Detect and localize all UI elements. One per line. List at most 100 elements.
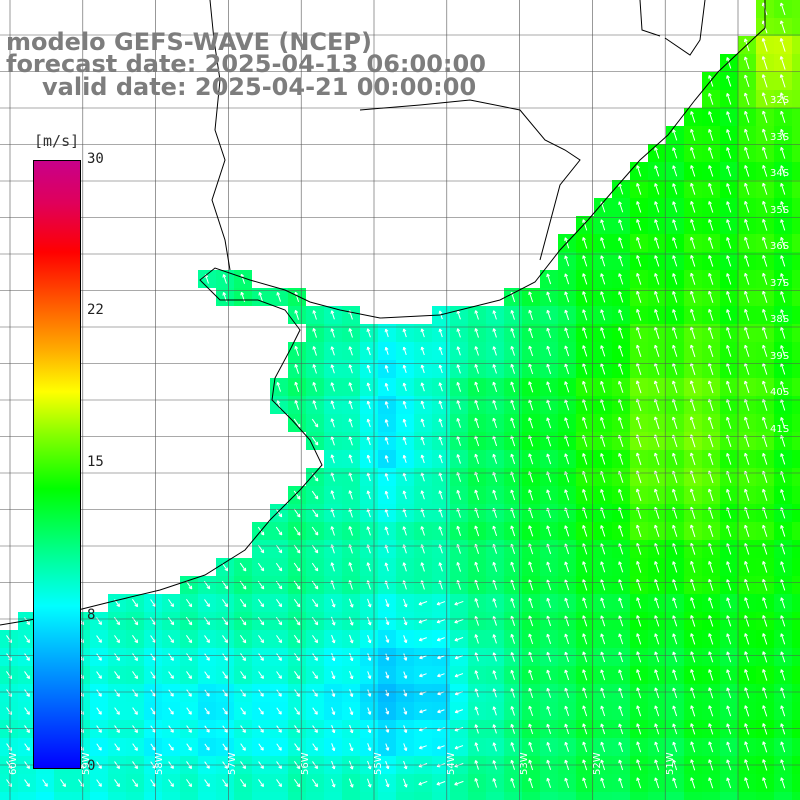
wind-arrow (419, 673, 427, 678)
wind-arrow (294, 309, 299, 320)
wind-arrow (780, 453, 786, 465)
wind-arrow (654, 255, 660, 267)
wind-arrow (654, 273, 660, 285)
wind-arrow (384, 472, 389, 481)
wind-arrow (582, 273, 588, 285)
wind-cell (792, 234, 800, 252)
wind-arrow (168, 707, 174, 715)
wind-arrow (600, 327, 606, 339)
wind-arrow (312, 346, 317, 356)
wind-arrow (564, 561, 570, 573)
wind-arrow (330, 310, 335, 320)
wind-arrow (294, 671, 301, 680)
wind-arrow (672, 255, 678, 267)
wind-arrow (312, 400, 317, 410)
wind-arrow (312, 707, 318, 715)
wind-arrow (348, 364, 353, 374)
wind-arrow (492, 310, 497, 320)
wind-cell (792, 0, 800, 18)
wind-cell (378, 792, 396, 800)
wind-cell (540, 792, 558, 800)
wind-cell (792, 450, 800, 468)
wind-arrow (672, 615, 678, 627)
wind-arrow (385, 599, 390, 608)
wind-arrow (528, 417, 534, 429)
wind-arrow (492, 417, 498, 429)
wind-arrow (528, 561, 534, 573)
wind-arrow (672, 326, 678, 339)
wind-arrow (780, 597, 786, 609)
wind-arrow (690, 129, 696, 141)
wind-arrow (564, 687, 570, 699)
wind-arrow (636, 669, 642, 681)
wind-arrow (672, 452, 678, 465)
wind-arrow (582, 345, 588, 357)
wind-arrow (330, 436, 335, 446)
wind-arrow (132, 653, 138, 661)
wind-arrow (780, 651, 786, 663)
wind-cell (792, 396, 800, 414)
wind-arrow (384, 526, 389, 536)
wind-arrow (654, 524, 660, 537)
wind-arrow (582, 363, 588, 375)
wind-arrow (492, 399, 498, 410)
wind-arrow (564, 417, 570, 429)
wind-arrow (330, 328, 335, 338)
wind-arrow (582, 489, 588, 501)
wind-arrow (312, 310, 317, 320)
wind-arrow (403, 653, 408, 661)
wind-arrow (510, 345, 515, 356)
wind-arrow (564, 525, 570, 537)
wind-cell (432, 792, 450, 800)
wind-arrow (294, 653, 301, 662)
wind-arrow (312, 327, 317, 338)
wind-arrow (762, 524, 768, 537)
wind-arrow (456, 417, 461, 428)
wind-arrow (618, 525, 624, 537)
wind-arrow (239, 562, 247, 572)
wind-cell (756, 792, 774, 800)
wind-arrow (294, 689, 300, 697)
wind-cell (792, 468, 800, 486)
wind-arrow (294, 707, 300, 715)
wind-arrow (331, 653, 336, 662)
wind-arrow (367, 635, 372, 644)
latitude-label: 41S (770, 423, 790, 435)
wind-arrow (348, 346, 353, 356)
wind-arrow (636, 597, 642, 609)
wind-arrow (312, 689, 318, 697)
wind-arrow (240, 653, 246, 662)
wind-arrow (402, 418, 407, 427)
longitude-label: 51W (665, 752, 676, 775)
wind-arrow (744, 669, 750, 681)
wind-arrow (690, 615, 696, 627)
wind-arrow (618, 489, 624, 501)
border-line (664, 0, 706, 56)
wind-arrow (672, 344, 678, 357)
wind-arrow (349, 689, 354, 698)
latitude-label: 40S (770, 387, 790, 398)
colorbar (33, 160, 81, 769)
wind-arrow (492, 670, 497, 680)
wind-arrow (654, 165, 660, 177)
wind-arrow (726, 57, 732, 69)
wind-arrow (654, 183, 660, 195)
wind-arrow (492, 381, 498, 393)
wind-arrow (636, 219, 642, 231)
wind-arrow (330, 562, 335, 572)
wind-arrow (168, 689, 174, 697)
wind-arrow (204, 689, 210, 697)
wind-cell (792, 72, 800, 90)
wind-cell (702, 792, 720, 800)
wind-arrow (690, 669, 696, 681)
wind-arrow (726, 147, 732, 159)
wind-arrow (689, 452, 696, 466)
wind-arrow (258, 707, 264, 715)
wind-arrow (708, 633, 714, 645)
wind-arrow (24, 671, 30, 680)
wind-arrow (654, 326, 660, 339)
wind-arrow (312, 381, 317, 392)
wind-arrow (744, 615, 750, 627)
wind-arrow (258, 653, 264, 661)
wind-arrow (708, 236, 714, 249)
